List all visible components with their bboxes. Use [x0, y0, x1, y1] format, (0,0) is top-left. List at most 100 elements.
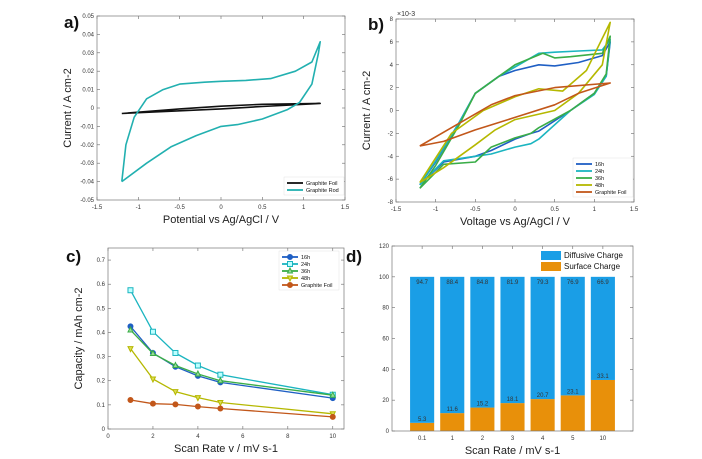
legend-marker [286, 266, 294, 274]
y-tick-label: -8 [388, 200, 394, 206]
series-line-48h [129, 348, 333, 415]
x-tick-label: 1 [593, 207, 597, 213]
y-tick-label: -0.02 [80, 143, 94, 149]
data-label-surface: 5.3 [418, 417, 427, 423]
legend-label: Graphite Foil [301, 283, 333, 289]
legend-label: 48h [301, 276, 310, 282]
bar-diffusive-charge [470, 276, 495, 408]
x-tick-label: -0.5 [470, 207, 481, 213]
y-tick-label: -2 [388, 131, 394, 137]
data-label-diffusive: 81.9 [507, 280, 519, 286]
data-label-diffusive: 88.4 [446, 280, 458, 286]
data-point [329, 391, 337, 398]
data-point [172, 349, 179, 356]
legend-label: Diffusive Charge [564, 251, 624, 260]
legend-label: 24h [595, 169, 604, 175]
y-tick-label: 0.6 [97, 282, 106, 288]
y-tick-label: 8 [390, 17, 394, 23]
y-tick-label: 0.2 [97, 379, 106, 385]
plot-frame [96, 15, 346, 201]
bar-diffusive-charge [590, 276, 615, 380]
panel-b: b) -8 -6 -4 -2 0 2 4 6 8 -1.5 -1 -0.5 0 0.5 1 1.5 Voltage… [361, 11, 639, 228]
x-axis-label: Potential vs Ag/AgCl / V [163, 214, 280, 226]
series-line-graphite-foil [121, 102, 322, 115]
plot-frame [395, 18, 635, 203]
data-point [194, 369, 202, 377]
y-tick-label: 0.7 [97, 258, 106, 264]
x-tick-label: -1 [136, 205, 142, 211]
legend-label: Graphite Rod [306, 188, 339, 194]
legend-label: 36h [595, 176, 604, 182]
y-tick-label: -0.04 [80, 180, 94, 186]
plot-frame [391, 245, 634, 432]
data-point [127, 287, 134, 294]
y-multiplier: ×10-3 [397, 11, 415, 18]
y-tick-label: 0.1 [97, 403, 106, 409]
data-point [127, 397, 134, 404]
legend-swatch [541, 251, 561, 260]
bar-surface-charge [560, 395, 585, 431]
x-tick-label: 10 [600, 436, 607, 442]
x-tick-label: 1.5 [630, 207, 639, 213]
y-tick-label: 0.5 [97, 306, 106, 312]
series-line-48h [419, 21, 612, 184]
y-tick-label: 0.03 [82, 51, 94, 57]
series-line-graphite-rod [121, 40, 322, 183]
bar-surface-charge [470, 407, 495, 431]
bar-surface-charge [530, 399, 555, 431]
x-tick-label: -0.5 [174, 205, 185, 211]
y-tick-label: -0.05 [80, 198, 94, 204]
legend-label: 48h [595, 183, 604, 189]
y-axis-label: Current / A cm-2 [62, 68, 74, 147]
data-point [149, 349, 157, 356]
legend-label: Surface Charge [564, 262, 621, 271]
x-tick-label: 3 [511, 436, 515, 442]
y-tick-label: 100 [379, 275, 390, 281]
y-tick-label: 40 [382, 367, 389, 373]
bar-diffusive-charge [500, 276, 525, 404]
panel-a: a) -0.05 -0.04 -0.03 -0.02 -0.01 0 0.01 0.02 0.03… [62, 13, 350, 226]
panel-c: c) 0 0.1 0.2 0.3 0.4 0.5 0.6 0.7 0 2 4 6 8 10 Scan Rate… [66, 247, 345, 455]
x-tick-label: 0.1 [418, 436, 427, 442]
y-tick-label: 0.04 [82, 32, 94, 38]
legend-marker [286, 275, 294, 283]
y-axis-label: Capacity / mAh cm-2 [73, 287, 85, 389]
data-point [217, 371, 224, 378]
y-tick-label: 0.01 [82, 88, 94, 94]
x-axis-label: Scan Rate / mV s-1 [465, 445, 560, 457]
data-label-surface: 11.6 [447, 407, 459, 413]
x-tick-label: 1 [302, 205, 306, 211]
x-axis-label: Scan Rate v / mV s-1 [174, 443, 278, 455]
data-label-diffusive: 94.7 [416, 280, 428, 286]
series-line-graphite-foil [419, 82, 612, 147]
y-tick-label: 0.05 [82, 14, 94, 20]
y-tick-label: 0.02 [82, 69, 94, 75]
data-point [172, 361, 179, 369]
y-tick-label: 4 [390, 63, 394, 69]
bar-surface-charge [440, 413, 465, 431]
data-label-surface: 18.1 [507, 397, 519, 403]
y-tick-label: 0 [386, 429, 390, 435]
y-tick-label: -0.03 [80, 161, 94, 167]
x-tick-label: 4 [196, 434, 200, 440]
data-label-surface: 23.1 [567, 389, 579, 395]
panel-label: b) [368, 15, 384, 34]
data-point [194, 403, 201, 410]
y-tick-label: 20 [382, 398, 389, 404]
y-tick-label: 60 [382, 337, 389, 343]
y-tick-label: 80 [382, 306, 389, 312]
panel-d: d) 0 20 40 60 80 100 120 0.1 1 2 3 4 5 10 Scan Rate / m… [346, 244, 634, 457]
legend-marker [287, 254, 293, 260]
y-tick-label: 0.3 [97, 355, 106, 361]
legend-marker [287, 282, 293, 288]
x-tick-label: 1 [451, 436, 455, 442]
x-tick-label: 0.5 [550, 207, 559, 213]
data-label-diffusive: 79.3 [537, 280, 549, 286]
series-line-36h [130, 329, 333, 396]
y-axis-label: Current / A cm-2 [361, 71, 373, 150]
x-tick-label: -1.5 [391, 207, 402, 213]
